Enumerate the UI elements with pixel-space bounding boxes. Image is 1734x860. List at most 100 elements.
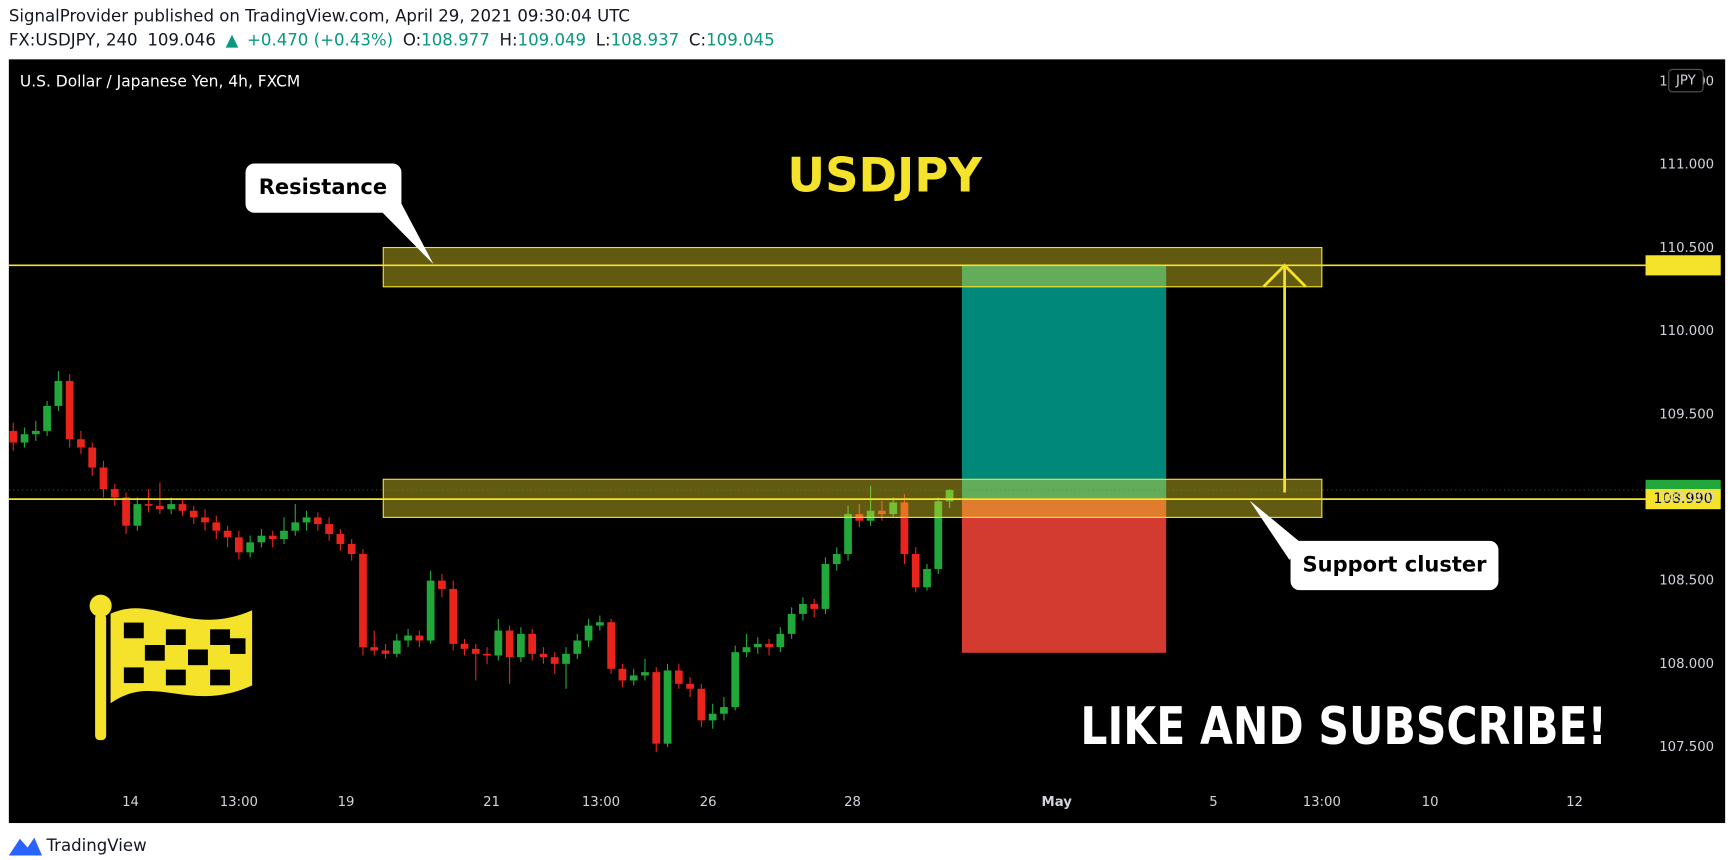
currency-button[interactable] (1668, 68, 1704, 93)
annotation-title: USDJPY (787, 149, 983, 203)
candle-body (178, 504, 187, 511)
x-tick-label: 19 (338, 795, 355, 810)
candle-body (223, 530, 232, 538)
candle-body (483, 653, 491, 656)
callout-support: Support cluster (1303, 551, 1488, 576)
symbol-line: FX:USDJPY, 240 109.046 ▲ +0.470 (+0.43%)… (9, 30, 775, 49)
candle-body (765, 643, 773, 648)
profit-area (961, 265, 1167, 500)
candle-body (697, 688, 706, 721)
y-tick-label: 109.500 (1659, 407, 1714, 422)
chart-title: U.S. Dollar / Japanese Yen, 4h, FXCM (20, 72, 300, 90)
candle-body (426, 580, 435, 641)
candle-body (88, 447, 97, 468)
candle-body (753, 643, 762, 648)
flag-icon (89, 594, 253, 741)
candle-body (189, 510, 198, 518)
candle-body (133, 504, 142, 526)
change: +0.470 (+0.43%) (247, 30, 393, 49)
x-tick-label: May (1042, 795, 1073, 810)
candle-body (505, 630, 514, 658)
y-tick-label: 107.500 (1659, 740, 1714, 755)
axes: 107.500 108.000 108.500 109.000 109.500 110.0… (122, 74, 1714, 809)
candle-body (844, 514, 852, 555)
candle-body (20, 434, 29, 443)
candle-body (156, 505, 164, 510)
open-label: O: (403, 30, 421, 49)
price-label-box (1645, 489, 1721, 510)
candle-body (731, 652, 740, 708)
candle-body (618, 668, 627, 681)
candle-body (449, 588, 458, 644)
candle-body (280, 530, 288, 540)
x-tick-label: 13:00 (220, 795, 258, 810)
candle-body (584, 625, 593, 641)
candle-body (720, 707, 728, 714)
tradingview-logo: TradingView (8, 836, 147, 856)
y-tick-label: 109.000 (1659, 490, 1714, 505)
candle-body (122, 497, 130, 526)
candle-body (821, 563, 830, 609)
callout-box (245, 163, 402, 213)
y-tick-label: 111.000 (1659, 158, 1714, 173)
candle-body (629, 675, 638, 681)
candle-body (652, 672, 661, 744)
arrow-head (1262, 263, 1307, 288)
candle-body (539, 653, 548, 658)
x-tick-label: 5 (1209, 795, 1217, 810)
callout-pointer (1249, 500, 1303, 560)
low-value: 108.937 (611, 30, 680, 49)
x-tick-label: 12 (1566, 795, 1583, 810)
candle-body (471, 648, 480, 654)
callout-pointer (382, 201, 434, 265)
call-to-action: LIKE AND SUBSCRIBE! (1080, 697, 1606, 757)
candle-body (799, 603, 807, 614)
candle-body (866, 510, 875, 521)
candle-body (392, 640, 401, 654)
price-label: 108.990 (1653, 491, 1712, 507)
candle-body (347, 544, 356, 555)
candle-body (573, 640, 582, 654)
symbol: FX:USDJPY, 240 (9, 30, 138, 49)
zone (382, 246, 1323, 288)
candle-body (595, 622, 604, 626)
candle-body (54, 380, 63, 406)
candle-body (708, 713, 717, 721)
candle-body (302, 517, 311, 523)
y-tick-label: 110.000 (1659, 324, 1714, 339)
candle-body (234, 537, 243, 553)
currency[interactable]: JPY (1675, 74, 1697, 89)
open-value: 108.977 (421, 30, 490, 49)
candle-body (832, 554, 841, 564)
candle-body (212, 522, 221, 531)
candle-body (460, 643, 469, 649)
candle-body (787, 613, 796, 634)
candle-body (268, 535, 277, 540)
candles (9, 370, 954, 753)
candle-body (607, 622, 616, 669)
close-label: C: (689, 30, 706, 49)
candle-body (923, 568, 931, 588)
candle-body (370, 647, 379, 651)
candle-body (325, 524, 333, 535)
high-value: 109.049 (518, 30, 587, 49)
candle-body (776, 633, 785, 648)
candle-body (945, 489, 954, 502)
price-label-box (1645, 255, 1721, 276)
y-tick-label: 110.500 (1659, 241, 1714, 256)
price-lines: 108.990 (8, 255, 1721, 510)
candle-body (742, 647, 751, 653)
x-tick-label: 14 (122, 795, 139, 810)
candle-body (110, 489, 119, 498)
candle-body (291, 522, 300, 531)
x-tick-label: 28 (844, 795, 861, 810)
publisher-line: SignalProvider published on TradingView.… (9, 6, 630, 25)
change-arrow: ▲ (226, 30, 239, 49)
candle-body (415, 635, 424, 641)
candle-body (404, 635, 412, 641)
x-tick-label: 13:00 (1303, 795, 1341, 810)
candle-body (336, 534, 345, 545)
candle-body (99, 467, 108, 490)
candle-body (686, 683, 694, 689)
x-tick-label: 21 (483, 795, 500, 810)
